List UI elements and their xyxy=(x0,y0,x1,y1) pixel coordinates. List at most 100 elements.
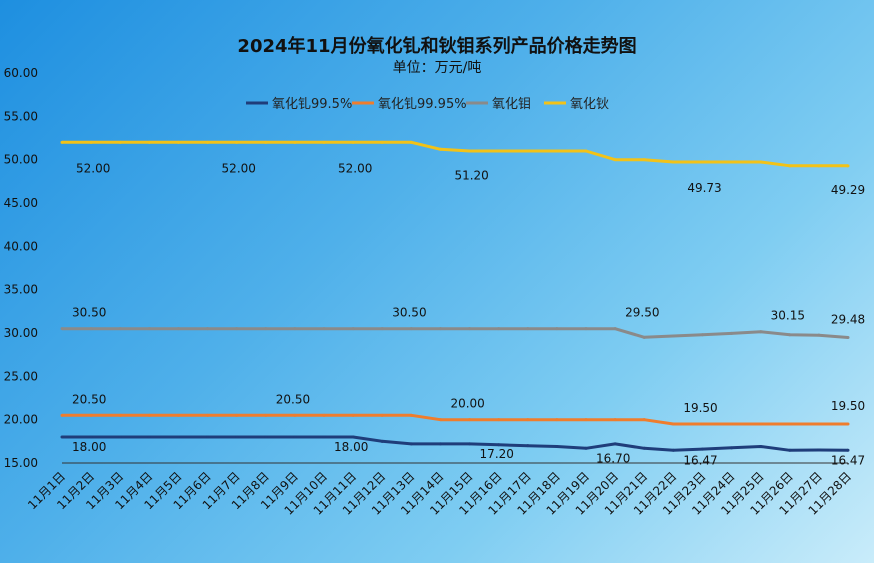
data-point xyxy=(206,435,210,439)
data-point xyxy=(264,327,268,331)
data-point xyxy=(60,413,64,417)
data-point xyxy=(613,327,617,331)
data-point xyxy=(817,448,821,452)
data-point xyxy=(526,149,530,153)
data-point xyxy=(671,334,675,338)
data-point xyxy=(526,444,530,448)
data-point xyxy=(671,160,675,164)
data-point xyxy=(351,140,355,144)
chart-subtitle: 单位：万元/吨 xyxy=(393,60,482,76)
legend: 氧化钆99.5% 氧化钆99.95% 氧化钼 氧化钬 xyxy=(246,97,609,112)
data-point xyxy=(235,140,239,144)
data-point xyxy=(759,330,763,334)
data-point xyxy=(235,327,239,331)
data-point xyxy=(89,413,93,417)
data-point xyxy=(730,160,734,164)
data-point xyxy=(409,413,413,417)
data-point xyxy=(671,422,675,426)
data-labels: 18.00 18.00 17.20 16.70 16.47 16.47 20.50 20.50… xyxy=(72,161,865,467)
chart-title: 2024年11月份氧化钆和钬钼系列产品价格走势图 xyxy=(237,35,636,57)
data-point xyxy=(642,418,646,422)
data-label: 20.00 xyxy=(450,397,484,411)
data-label: 30.50 xyxy=(72,306,106,320)
x-axis: 11月1日11月2日11月3日11月4日11月5日11月6日11月7日11月8日… xyxy=(25,469,854,517)
data-point xyxy=(759,445,763,449)
data-point xyxy=(409,442,413,446)
data-point xyxy=(730,422,734,426)
data-point xyxy=(293,327,297,331)
y-tick-label: 40.00 xyxy=(4,239,38,253)
data-point xyxy=(380,439,384,443)
data-point xyxy=(468,149,472,153)
data-point xyxy=(642,446,646,450)
data-point xyxy=(846,336,850,340)
data-point xyxy=(235,435,239,439)
data-label: 49.29 xyxy=(831,183,865,197)
data-point xyxy=(118,327,122,331)
y-axis: 15.00 20.00 25.00 30.00 35.00 40.00 45.00 50.00… xyxy=(4,66,848,470)
data-point xyxy=(176,435,180,439)
data-point xyxy=(89,140,93,144)
y-tick-label: 20.00 xyxy=(4,413,38,427)
data-point xyxy=(788,422,792,426)
data-point xyxy=(176,140,180,144)
data-point xyxy=(555,445,559,449)
y-tick-label: 50.00 xyxy=(4,153,38,167)
data-point xyxy=(613,418,617,422)
data-label: 51.20 xyxy=(454,168,488,182)
data-label: 52.00 xyxy=(76,161,110,175)
data-point xyxy=(206,140,210,144)
data-point xyxy=(671,448,675,452)
data-point xyxy=(555,149,559,153)
data-point xyxy=(147,413,151,417)
data-point xyxy=(497,327,501,331)
data-point xyxy=(817,422,821,426)
y-tick-label: 25.00 xyxy=(4,369,38,383)
data-point xyxy=(293,435,297,439)
data-point xyxy=(438,147,442,151)
data-point xyxy=(788,164,792,168)
data-point xyxy=(730,331,734,335)
data-point xyxy=(613,442,617,446)
data-point xyxy=(380,327,384,331)
data-label: 19.50 xyxy=(831,399,865,413)
data-point xyxy=(468,442,472,446)
data-point xyxy=(584,418,588,422)
data-point xyxy=(438,442,442,446)
data-point xyxy=(118,413,122,417)
data-point xyxy=(147,327,151,331)
data-point xyxy=(89,327,93,331)
data-point xyxy=(642,335,646,339)
data-point xyxy=(817,164,821,168)
series-line xyxy=(62,413,848,426)
data-point xyxy=(322,413,326,417)
data-point xyxy=(206,413,210,417)
data-point xyxy=(235,413,239,417)
y-tick-label: 45.00 xyxy=(4,196,38,210)
data-label: 17.20 xyxy=(480,447,514,461)
data-point xyxy=(584,149,588,153)
legend-label: 氧化钆99.95% xyxy=(378,97,467,112)
data-point xyxy=(322,140,326,144)
data-point xyxy=(497,149,501,153)
data-point xyxy=(700,333,704,337)
data-point xyxy=(147,435,151,439)
data-point xyxy=(613,158,617,162)
data-point xyxy=(118,435,122,439)
data-point xyxy=(264,413,268,417)
data-point xyxy=(846,422,850,426)
data-point xyxy=(118,140,122,144)
data-point xyxy=(584,446,588,450)
data-point xyxy=(759,160,763,164)
data-label: 16.47 xyxy=(683,453,717,467)
legend-label: 氧化钬 xyxy=(570,97,609,112)
data-point xyxy=(700,422,704,426)
y-tick-label: 60.00 xyxy=(4,66,38,80)
data-point xyxy=(409,327,413,331)
data-point xyxy=(555,327,559,331)
data-label: 19.50 xyxy=(683,401,717,415)
data-point xyxy=(730,446,734,450)
data-label: 29.48 xyxy=(831,313,865,327)
y-tick-label: 30.00 xyxy=(4,326,38,340)
